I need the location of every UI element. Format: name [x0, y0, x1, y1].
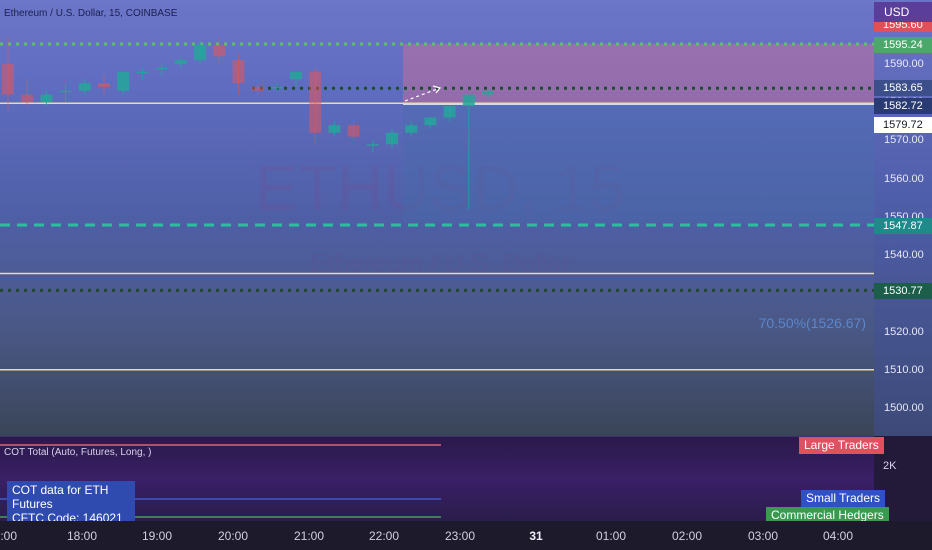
- price-tick: 1560.00: [884, 172, 924, 185]
- time-tick: 19:00: [141, 529, 173, 543]
- candle: [21, 79, 34, 107]
- candle-body: [443, 106, 456, 118]
- price-chart-canvas[interactable]: ETHUSD, 15Ethereum / U.S. Dollar: [0, 0, 874, 436]
- candle: [443, 106, 456, 122]
- time-tick: 20:00: [217, 529, 249, 543]
- candle: [232, 52, 245, 95]
- candle: [136, 67, 149, 80]
- candle: [213, 37, 226, 64]
- price-tick: 1590.00: [884, 58, 924, 70]
- candle-body: [482, 90, 494, 95]
- time-tick: 21:00: [293, 529, 325, 543]
- price-tick: 1500.00: [884, 402, 924, 414]
- candle: [98, 75, 110, 95]
- candle-body: [136, 71, 149, 74]
- candle-body: [347, 125, 360, 137]
- time-tick: 17:00: [0, 529, 18, 543]
- price-tag-top: 1595.60: [874, 22, 932, 32]
- projection-arrowhead: [432, 85, 442, 94]
- symbol-title[interactable]: Ethereum / U.S. Dollar, 15, COINBASE: [4, 8, 178, 19]
- candle-body: [98, 83, 110, 87]
- legend-small-traders: Small Traders: [801, 490, 886, 507]
- price-tag: 1530.77: [874, 283, 932, 299]
- time-tick: 23:00: [444, 529, 476, 543]
- legend-large-traders: Large Traders: [799, 437, 884, 454]
- price-tag: 1547.87: [874, 218, 932, 234]
- legend-commercial-hedgers: Commercial Hedgers: [766, 507, 889, 524]
- main-price-pane[interactable]: ETHUSD, 15Ethereum / U.S. Dollar Ethereu…: [0, 0, 874, 436]
- projection-arrow: [404, 87, 441, 102]
- price-tick: 1520.00: [884, 325, 924, 338]
- time-axis[interactable]: 17:00 18:00 19:00 20:00 21:00 22:00 23:00 31 01:…: [0, 521, 932, 550]
- cot-info-line: COT data for ETH Futures: [12, 483, 109, 511]
- candle-body: [386, 132, 398, 145]
- stop-zone: [403, 104, 874, 222]
- candle-body: [270, 86, 283, 89]
- candle: [405, 121, 418, 137]
- candle-body: [155, 67, 168, 70]
- candle-body: [78, 83, 91, 91]
- candle: [59, 83, 72, 103]
- price-tag: 1579.72: [874, 117, 932, 133]
- candle: [174, 56, 187, 68]
- time-tick: 22:00: [368, 529, 400, 543]
- price-tick: 1510.00: [884, 363, 924, 376]
- candle: [366, 140, 379, 152]
- time-tick: 03:00: [747, 529, 779, 543]
- candle: [251, 83, 264, 95]
- price-tick: 1540.00: [884, 249, 924, 262]
- candle-body: [174, 60, 187, 64]
- candle-body: [290, 71, 302, 80]
- candle: [386, 128, 398, 149]
- candle-body: [117, 71, 130, 91]
- price-tag: 1595.24: [874, 37, 932, 53]
- candle: [2, 37, 14, 110]
- time-tick: 01:00: [595, 529, 627, 543]
- candle-body: [59, 90, 72, 93]
- candle: [270, 83, 283, 91]
- time-tick: 31: [529, 529, 543, 543]
- fib-level-label: 70.50%(1526.67): [758, 315, 866, 331]
- candle-body: [213, 44, 226, 57]
- candle: [155, 64, 168, 76]
- time-tick: 02:00: [671, 529, 703, 543]
- candle-body: [328, 125, 341, 133]
- currency-label[interactable]: USD: [874, 2, 932, 22]
- candle: [78, 79, 91, 95]
- candle: [328, 121, 341, 137]
- indicator-title[interactable]: COT Total (Auto, Futures, Long, ): [4, 447, 152, 458]
- cot-indicator-pane[interactable]: COT Total (Auto, Futures, Long, ) COT da…: [0, 436, 874, 521]
- candle: [194, 41, 206, 64]
- candle: [347, 121, 360, 141]
- watermark-symbol: ETHUSD, 15: [255, 152, 625, 224]
- price-tag: 1583.65: [874, 80, 932, 96]
- candle-body: [2, 64, 14, 95]
- candle: [424, 117, 437, 129]
- indicator-scale-tick: 2K: [883, 460, 897, 472]
- cot-info-line: CFTC Code: 146021: [12, 511, 123, 521]
- candle: [290, 71, 302, 87]
- price-tick: 1570.00: [884, 134, 924, 147]
- candle-body: [309, 71, 322, 133]
- candle-body: [251, 86, 264, 91]
- candle: [40, 90, 53, 107]
- candle-body: [424, 117, 437, 126]
- cot-info-box: COT data for ETH Futures CFTC Code: 1460…: [7, 481, 135, 521]
- candle: [462, 94, 475, 210]
- candle-body: [405, 125, 418, 133]
- candle: [309, 67, 322, 145]
- candle: [482, 88, 494, 99]
- candle-body: [194, 44, 206, 61]
- candle-body: [366, 144, 379, 146]
- candle-body: [21, 94, 34, 103]
- time-tick: 18:00: [66, 529, 98, 543]
- candle-body: [232, 60, 245, 84]
- candle-body: [40, 94, 53, 103]
- time-tick: 04:00: [822, 529, 854, 543]
- target-zone: [403, 44, 874, 104]
- candle-body: [462, 94, 475, 107]
- candle: [117, 71, 130, 95]
- price-tag: 1582.72: [874, 98, 932, 114]
